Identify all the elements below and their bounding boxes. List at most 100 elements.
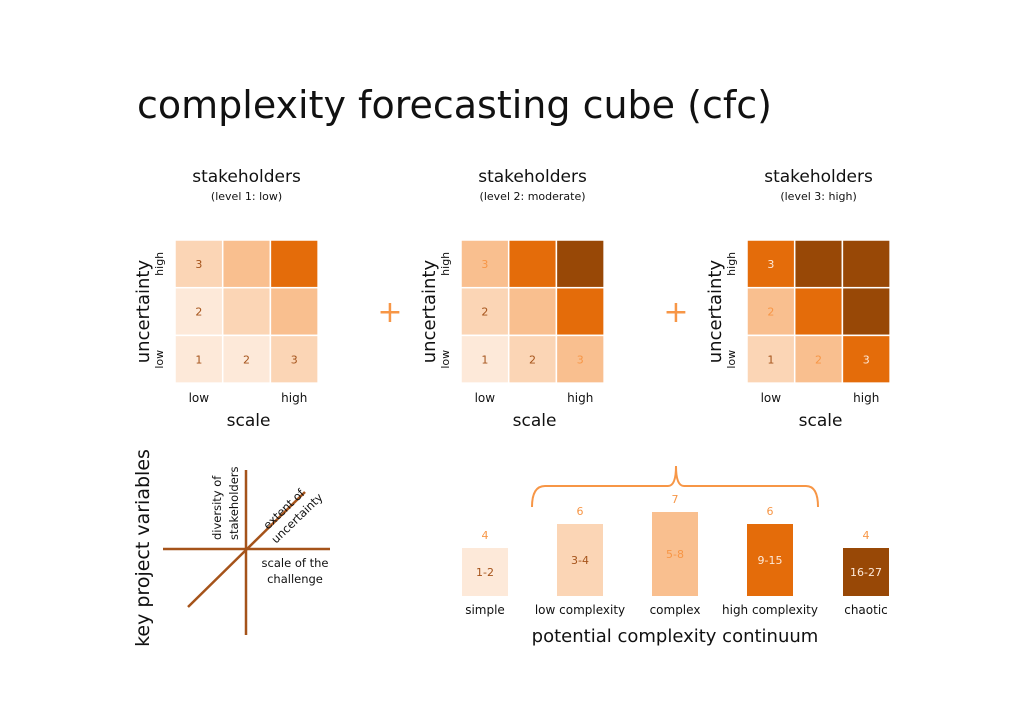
continuum-bar-high-complexity: 9-15 6 high complexity — [722, 505, 818, 617]
bar-count: 7 — [672, 493, 679, 506]
cell-number: 2 — [815, 353, 822, 366]
bar — [843, 548, 889, 596]
y-high-label: high — [725, 252, 738, 276]
grid-title: stakeholders — [192, 167, 301, 187]
grid-cell — [174, 286, 224, 337]
x-high-label: high — [567, 391, 593, 405]
y-high-label: high — [153, 252, 166, 276]
axis-label: diversity of — [210, 475, 224, 540]
x-axis-label: scale — [513, 411, 557, 431]
grid-cell — [793, 239, 844, 289]
cell-number: 1 — [195, 353, 202, 366]
bar-count: 6 — [577, 505, 584, 518]
bar-count: 4 — [863, 529, 870, 542]
cell-number: 3 — [577, 353, 584, 366]
grid-cell — [221, 286, 272, 337]
grid-cell — [460, 239, 510, 289]
bar-label: simple — [465, 603, 505, 617]
grid-title: stakeholders — [764, 167, 873, 187]
continuum-bar-simple: 1-2 4 simple — [462, 529, 508, 617]
cell-number: 3 — [195, 258, 202, 271]
grid-title: stakeholders — [478, 167, 587, 187]
cell-number: 1 — [481, 353, 488, 366]
bar-range: 1-2 — [476, 566, 494, 579]
grid-cell — [793, 286, 844, 337]
uncertainty-axis — [187, 491, 306, 608]
grid-cell — [841, 239, 891, 289]
bar-label: high complexity — [722, 603, 818, 617]
bar-range: 16-27 — [850, 566, 882, 579]
grid-cell — [746, 334, 796, 384]
grid-cell — [555, 239, 605, 289]
grid-cell — [221, 239, 272, 289]
continuum-bar-chaotic: 16-27 4 chaotic — [843, 529, 889, 617]
cell-number: 3 — [863, 353, 870, 366]
grid-cell — [555, 334, 605, 384]
grid-cell — [841, 286, 891, 337]
x-low-label: low — [189, 391, 210, 405]
grid-cell — [269, 286, 319, 337]
page-title: complexity forecasting cube (cfc) — [137, 83, 772, 127]
y-low-label: low — [153, 350, 166, 369]
grid-cell — [174, 239, 224, 289]
bar — [747, 524, 793, 596]
grids: stakeholders (level 1: low) 3 2 1 2 3 uncertain… — [133, 167, 891, 431]
cell-number: 1 — [767, 353, 774, 366]
grid-subtitle: (level 1: low) — [211, 190, 282, 203]
complexity-continuum: 1-2 4 simple 3-4 6 low complexity 5-8 7 complex 9… — [462, 465, 889, 647]
bar-count: 4 — [482, 529, 489, 542]
x-low-label: low — [475, 391, 496, 405]
bar-range: 5-8 — [666, 548, 684, 561]
x-high-label: high — [281, 391, 307, 405]
bar — [462, 548, 508, 596]
bar-label: chaotic — [844, 603, 888, 617]
continuum-title: potential complexity continuum — [532, 626, 819, 647]
cell-number: 2 — [529, 353, 536, 366]
y-axis-label: uncertainty — [133, 260, 154, 364]
cell-number: 3 — [291, 353, 298, 366]
continuum-bar-low-complexity: 3-4 6 low complexity — [535, 505, 625, 617]
bar-range: 9-15 — [758, 554, 783, 567]
y-axis-label: uncertainty — [419, 260, 440, 364]
cell-number: 2 — [481, 306, 488, 319]
cell-number: 3 — [481, 258, 488, 271]
y-low-label: low — [725, 350, 738, 369]
brace — [531, 465, 819, 508]
grid-cell — [174, 334, 224, 384]
bar-range: 3-4 — [571, 554, 589, 567]
grid-cell — [507, 286, 558, 337]
cell-number: 2 — [243, 353, 250, 366]
cell-number: 2 — [767, 306, 774, 319]
y-axis-label: uncertainty — [705, 260, 726, 364]
grid-cell — [746, 286, 796, 337]
plus-sign: + — [663, 295, 688, 330]
grid-cell — [841, 334, 891, 384]
axis-label: scale of the — [262, 556, 329, 570]
axis-label: stakeholders — [227, 467, 241, 541]
x-low-label: low — [761, 391, 782, 405]
grid-subtitle: (level 2: moderate) — [480, 190, 586, 203]
x-axis-label: scale — [227, 411, 271, 431]
grid-cell — [269, 334, 319, 384]
grid-cell — [793, 334, 844, 384]
bar — [557, 524, 603, 596]
bar-label: low complexity — [535, 603, 625, 617]
key-variables-title: key project variables — [132, 449, 154, 647]
x-high-label: high — [853, 391, 879, 405]
bar-label: complex — [650, 603, 701, 617]
grid-subtitle: (level 3: high) — [780, 190, 856, 203]
grid-3: stakeholders (level 3: high) 3 2 1 2 3 uncertai… — [705, 167, 891, 431]
y-low-label: low — [439, 350, 452, 369]
grid-cell — [507, 334, 558, 384]
plus-sign: + — [377, 295, 402, 330]
x-axis-label: scale — [799, 411, 843, 431]
grid-cell — [269, 239, 319, 289]
axis-label: challenge — [267, 572, 323, 586]
bar-count: 6 — [767, 505, 774, 518]
grid-2: stakeholders (level 2: moderate) 3 2 1 2 3 unce… — [419, 167, 605, 431]
bar — [652, 512, 698, 596]
grid-1: stakeholders (level 1: low) 3 2 1 2 3 uncertain… — [133, 167, 319, 431]
cell-number: 3 — [767, 258, 774, 271]
continuum-bar-complex: 5-8 7 complex — [650, 493, 701, 617]
